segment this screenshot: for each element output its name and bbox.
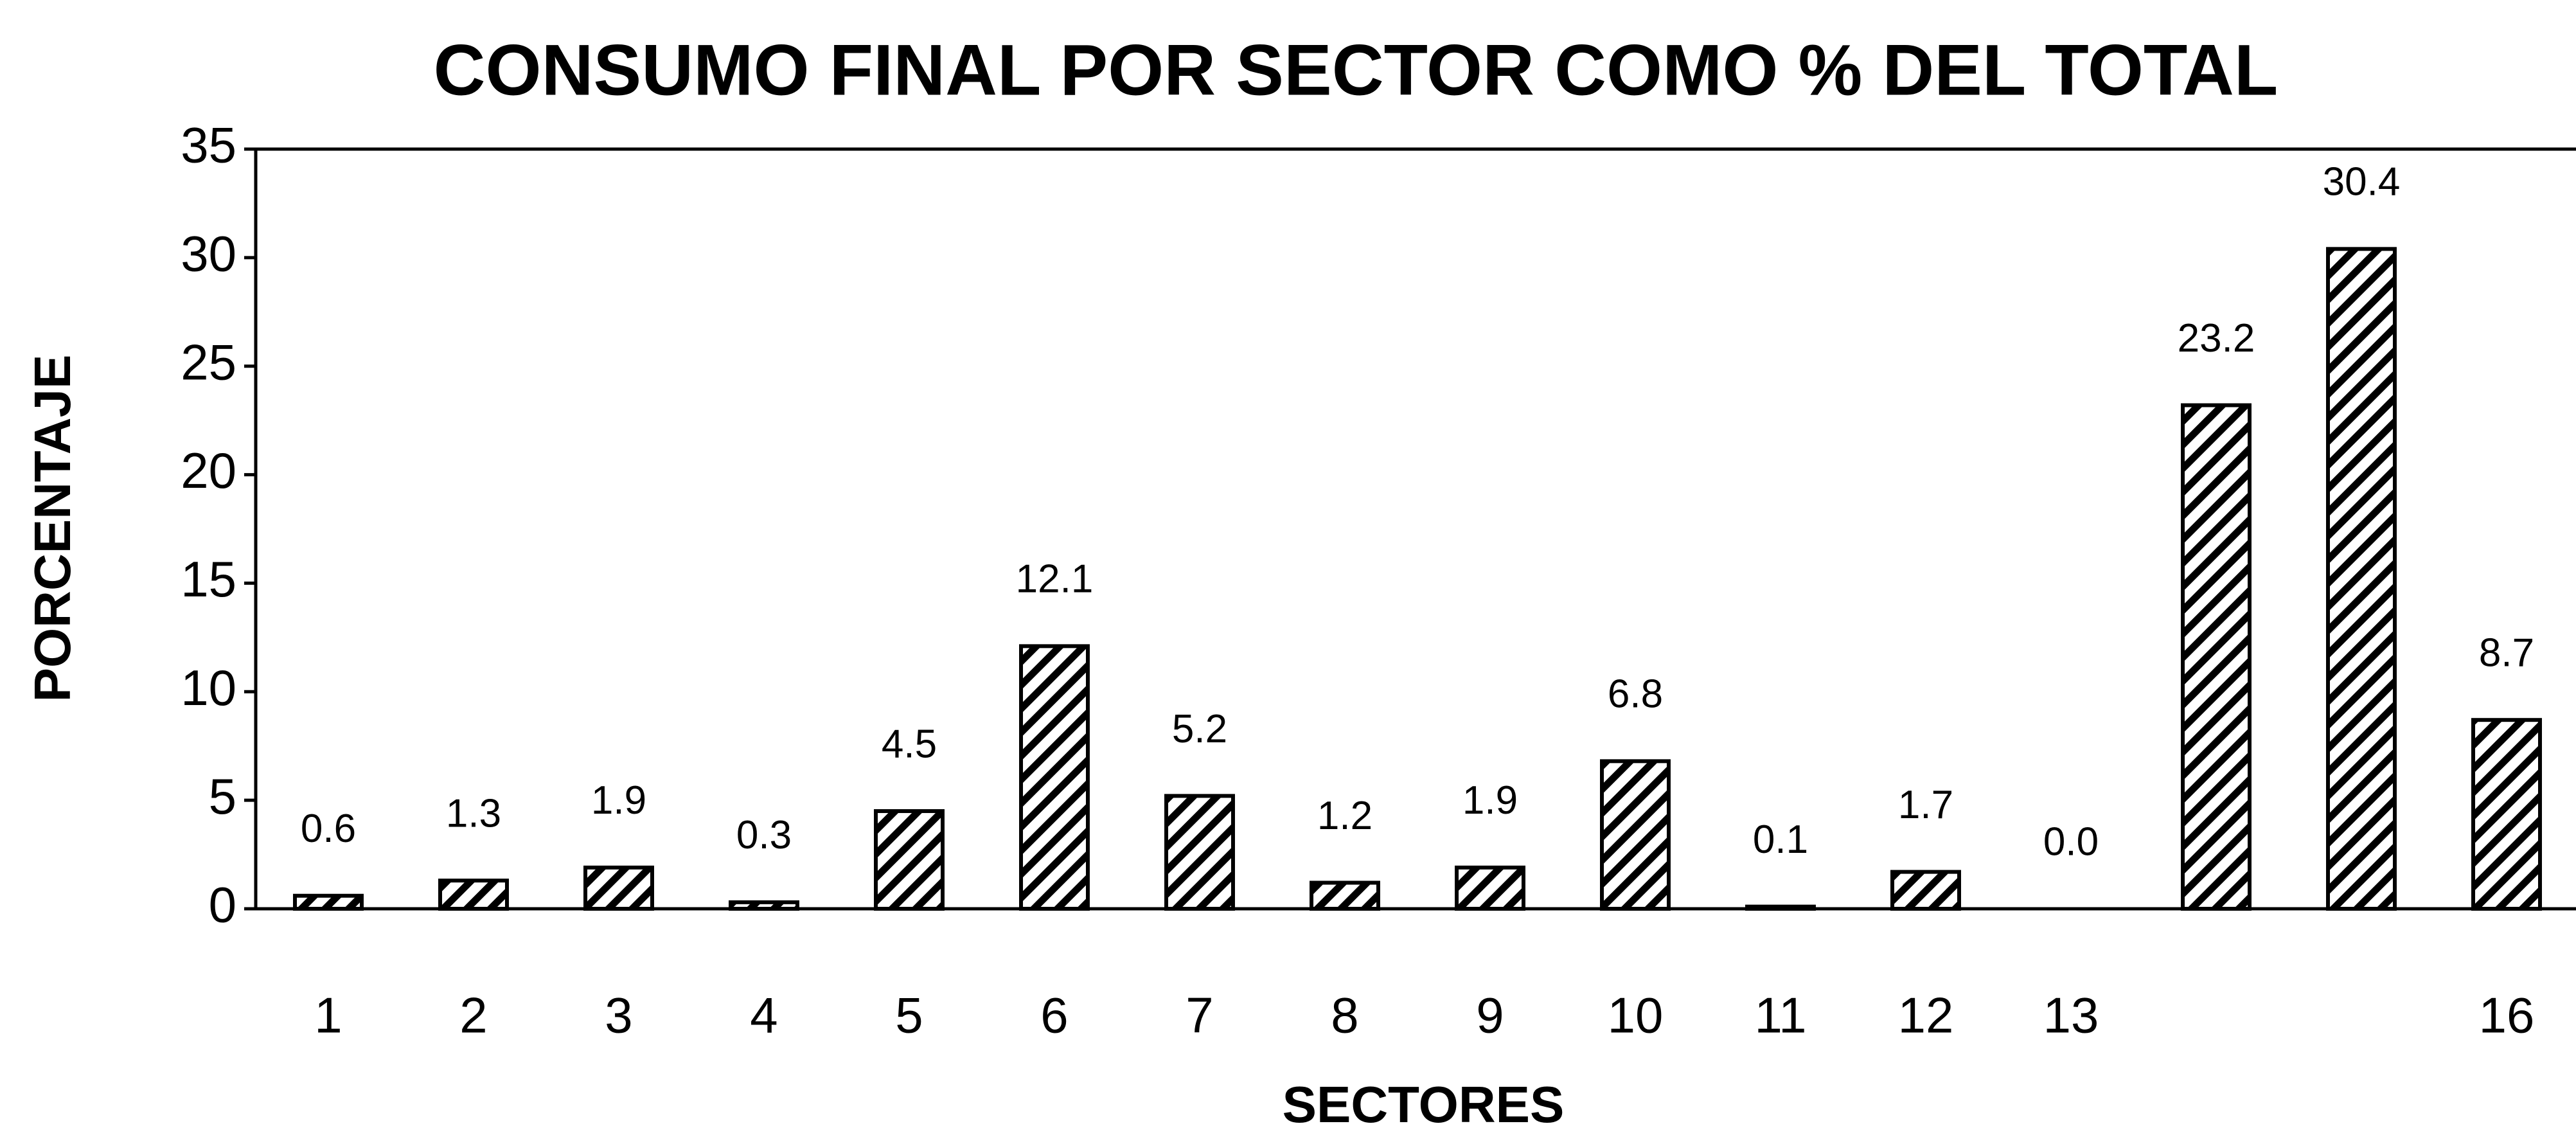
x-tick-label: 8 [1331, 987, 1358, 1044]
x-tick-label: 12 [1898, 987, 1954, 1044]
x-tick-label: 6 [1040, 987, 1068, 1044]
x-axis-title: SECTORES [1283, 1076, 1565, 1133]
value-label: 0.0 [2043, 819, 2099, 864]
value-label: 0.1 [1753, 818, 1808, 862]
bar [1310, 880, 1380, 911]
bar [583, 865, 654, 911]
value-label: 1.3 [446, 791, 501, 836]
value-label: 5.2 [1172, 707, 1227, 751]
x-tick-label: 9 [1476, 987, 1504, 1044]
bar [1019, 644, 1090, 911]
y-tick-label: 10 [181, 659, 236, 716]
bar [1745, 904, 1816, 911]
bar [1164, 794, 1235, 911]
bar [874, 809, 945, 911]
bar [2471, 718, 2542, 911]
x-tick-label: 4 [750, 987, 777, 1044]
x-tick-label: 10 [1608, 987, 1664, 1044]
bar [1455, 865, 1525, 911]
y-tick-label: 35 [181, 117, 236, 174]
value-label: 0.6 [301, 807, 356, 851]
x-tick-label: 13 [2043, 987, 2099, 1044]
bar [2181, 403, 2252, 911]
bar [438, 879, 509, 911]
value-label: 1.9 [591, 778, 646, 823]
bar [729, 900, 799, 911]
value-label: 1.7 [1898, 783, 1953, 827]
value-label: 4.5 [882, 722, 937, 766]
x-tick-label: 11 [1755, 987, 1807, 1044]
value-label: 8.7 [2479, 631, 2534, 675]
value-label: 0.3 [736, 813, 792, 857]
x-tick-label: 2 [459, 987, 487, 1044]
y-tick-label: 5 [209, 768, 236, 825]
bar [1600, 759, 1671, 911]
y-tick-label: 25 [181, 334, 236, 390]
bar [2326, 247, 2397, 911]
x-tick-label: 5 [895, 987, 923, 1044]
value-label: 1.2 [1317, 794, 1372, 838]
value-label: 6.8 [1608, 672, 1663, 717]
value-label: 23.2 [2178, 316, 2255, 361]
y-tick-label: 0 [209, 877, 236, 933]
bar [1890, 870, 1961, 911]
value-label: 12.1 [1016, 557, 1094, 602]
x-tick-label: 3 [605, 987, 632, 1044]
y-tick-label: 15 [181, 551, 236, 607]
chart-title: CONSUMO FINAL POR SECTOR COMO % DEL TOTA… [434, 30, 2278, 111]
y-axis-title: PORCENTAJE [24, 355, 81, 702]
x-tick-label: 16 [2479, 987, 2535, 1044]
y-tick-label: 20 [181, 442, 236, 499]
value-label: 1.9 [1462, 778, 1518, 823]
x-tick-label: 7 [1186, 987, 1213, 1044]
x-tick-label: 1 [314, 987, 342, 1044]
y-tick-label: 30 [181, 225, 236, 282]
bar [293, 893, 364, 911]
value-label: 30.4 [2323, 160, 2401, 204]
